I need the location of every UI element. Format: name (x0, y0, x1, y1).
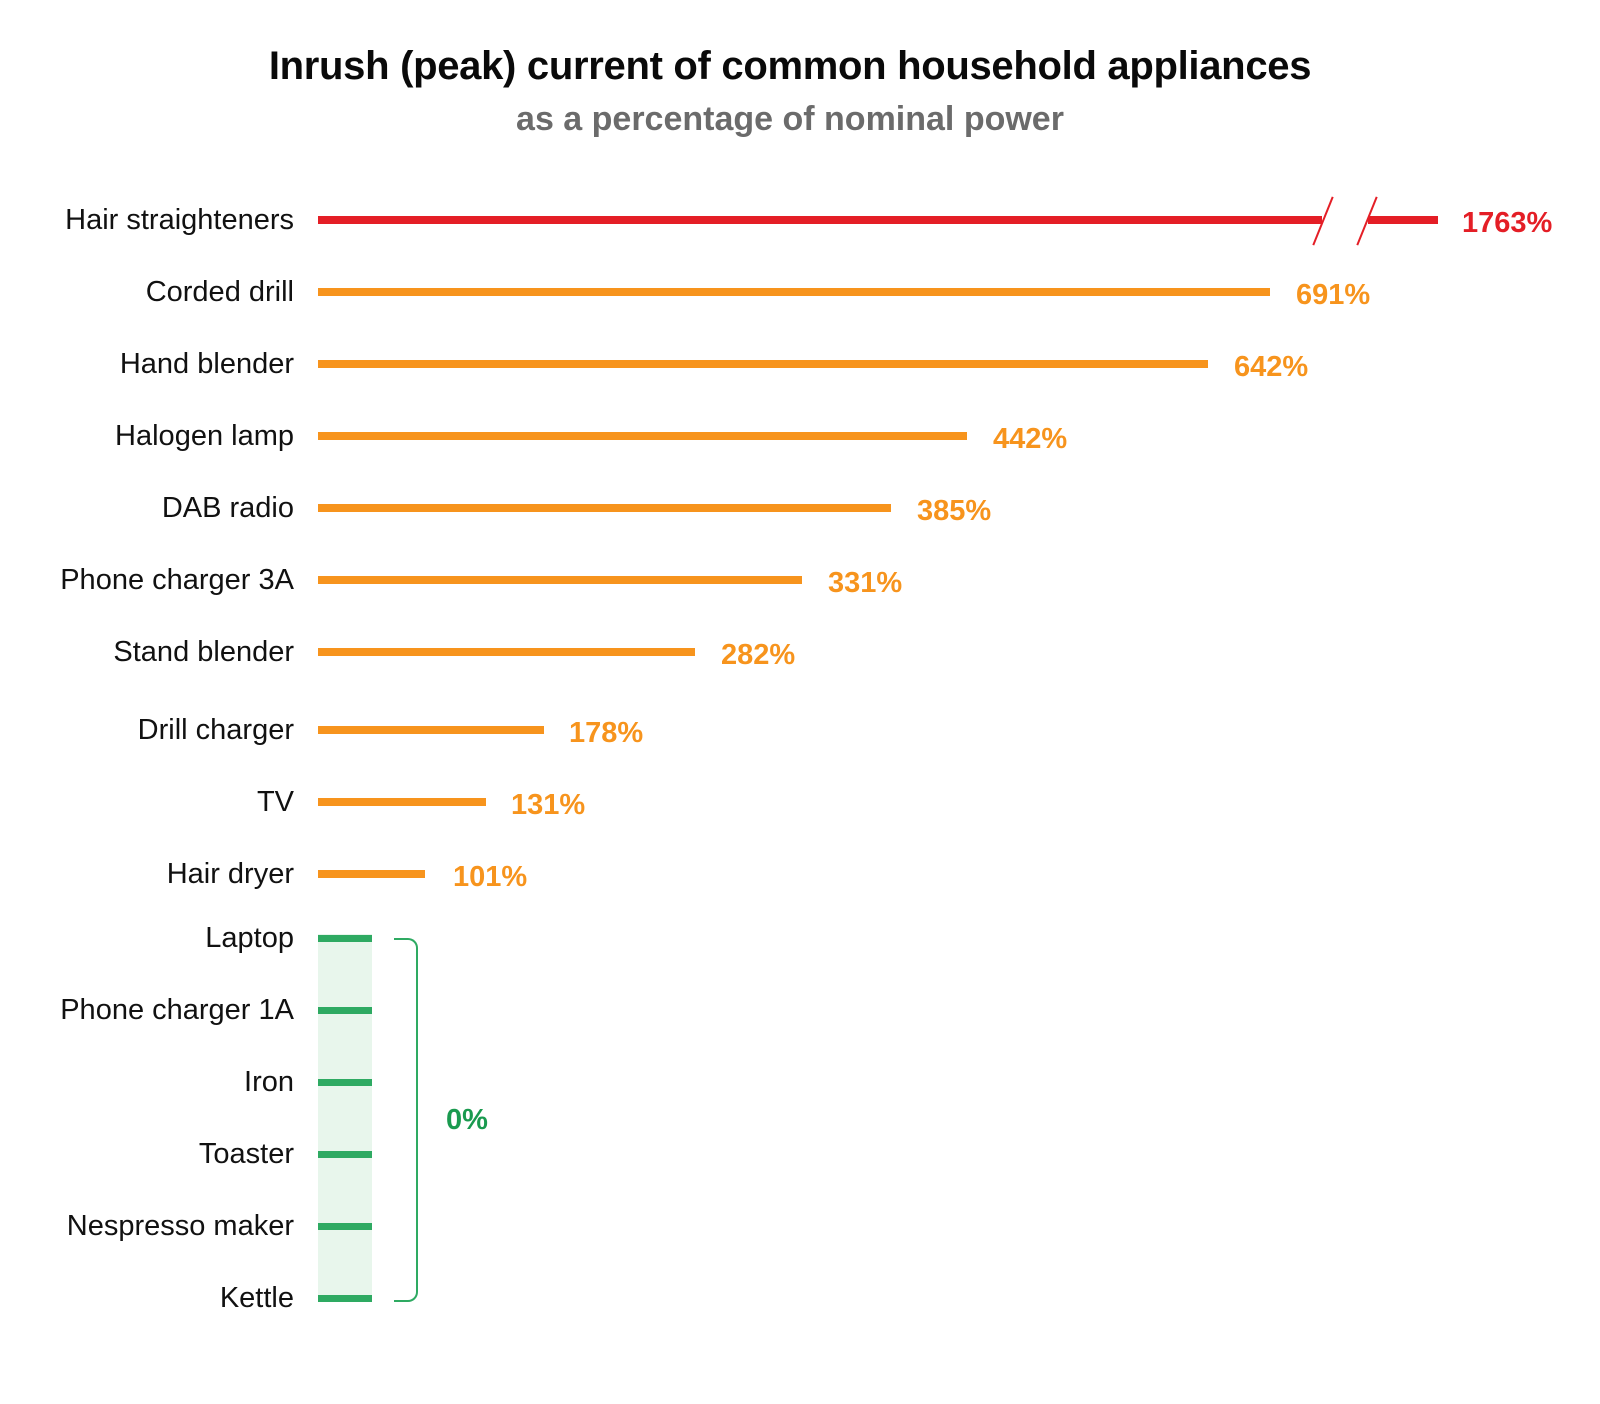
bar-row: TV 131% (0, 782, 1600, 822)
bar-row: Nespresso maker (0, 1206, 1600, 1246)
category-label: Iron (244, 1066, 294, 1098)
category-label: Toaster (198, 1138, 294, 1170)
value-label: 131% (511, 789, 586, 821)
category-label: Hair dryer (166, 858, 294, 890)
bar (318, 216, 1438, 224)
bar-row: Hand blender 642% (0, 344, 1600, 384)
bar-row: Stand blender 282% (0, 632, 1600, 672)
category-label: TV (256, 786, 294, 818)
bar (318, 576, 802, 584)
zero-bar (318, 1079, 372, 1086)
category-label: Stand blender (113, 636, 294, 668)
bar (318, 360, 1208, 368)
bar-row: Drill charger 178% (0, 710, 1600, 750)
zero-bar (318, 1151, 372, 1158)
zero-group-bracket (394, 938, 418, 1302)
chart-title: Inrush (peak) current of common househol… (268, 44, 1312, 88)
value-label: 178% (569, 717, 644, 749)
value-label: 691% (1296, 279, 1371, 311)
category-label: Drill charger (137, 714, 294, 746)
value-label: 1763% (1462, 207, 1553, 239)
zero-bar (318, 1295, 372, 1302)
category-label: Kettle (219, 1282, 294, 1314)
value-label: 101% (453, 861, 528, 893)
chart-subtitle: as a percentage of nominal power (516, 100, 1064, 138)
bar (318, 726, 544, 734)
bar (318, 504, 891, 512)
bar (318, 870, 425, 878)
category-label: Nespresso maker (66, 1210, 294, 1242)
zero-bar (318, 935, 372, 942)
bar-row: Toaster (0, 1134, 1600, 1174)
axis-break-gap (1322, 212, 1368, 228)
value-label: 442% (993, 423, 1068, 455)
value-label: 642% (1234, 351, 1309, 383)
bar-row: DAB radio 385% (0, 488, 1600, 528)
zero-bar (318, 1007, 372, 1014)
category-label: Halogen lamp (115, 420, 294, 452)
zero-group-value-label: 0% (446, 1104, 488, 1136)
bar-row: Phone charger 3A 331% (0, 560, 1600, 600)
zero-bar (318, 1223, 372, 1230)
bar-row: Kettle (0, 1278, 1600, 1318)
bar-row: Hair dryer 101% (0, 854, 1600, 894)
bar (318, 798, 486, 806)
value-label: 331% (828, 567, 903, 599)
bar-row: Corded drill 691% (0, 272, 1600, 312)
bar-row: Laptop (0, 918, 1600, 958)
bar (318, 432, 967, 440)
bar-row: Hair straighteners 1763% (0, 196, 1600, 246)
bar-row: Phone charger 1A (0, 990, 1600, 1030)
category-label: Hair straighteners (65, 204, 294, 236)
category-label: Phone charger 3A (60, 564, 294, 596)
bar-row: Halogen lamp 442% (0, 416, 1600, 456)
bar (318, 288, 1270, 296)
value-label: 385% (917, 495, 992, 527)
bar-row: Iron (0, 1062, 1600, 1102)
value-label: 282% (721, 639, 796, 671)
zero-value-band (318, 934, 372, 1302)
category-label: Laptop (205, 922, 294, 954)
bar (318, 648, 695, 656)
category-label: DAB radio (161, 492, 294, 524)
category-label: Phone charger 1A (60, 994, 294, 1026)
category-label: Corded drill (145, 276, 294, 308)
category-label: Hand blender (119, 348, 294, 380)
